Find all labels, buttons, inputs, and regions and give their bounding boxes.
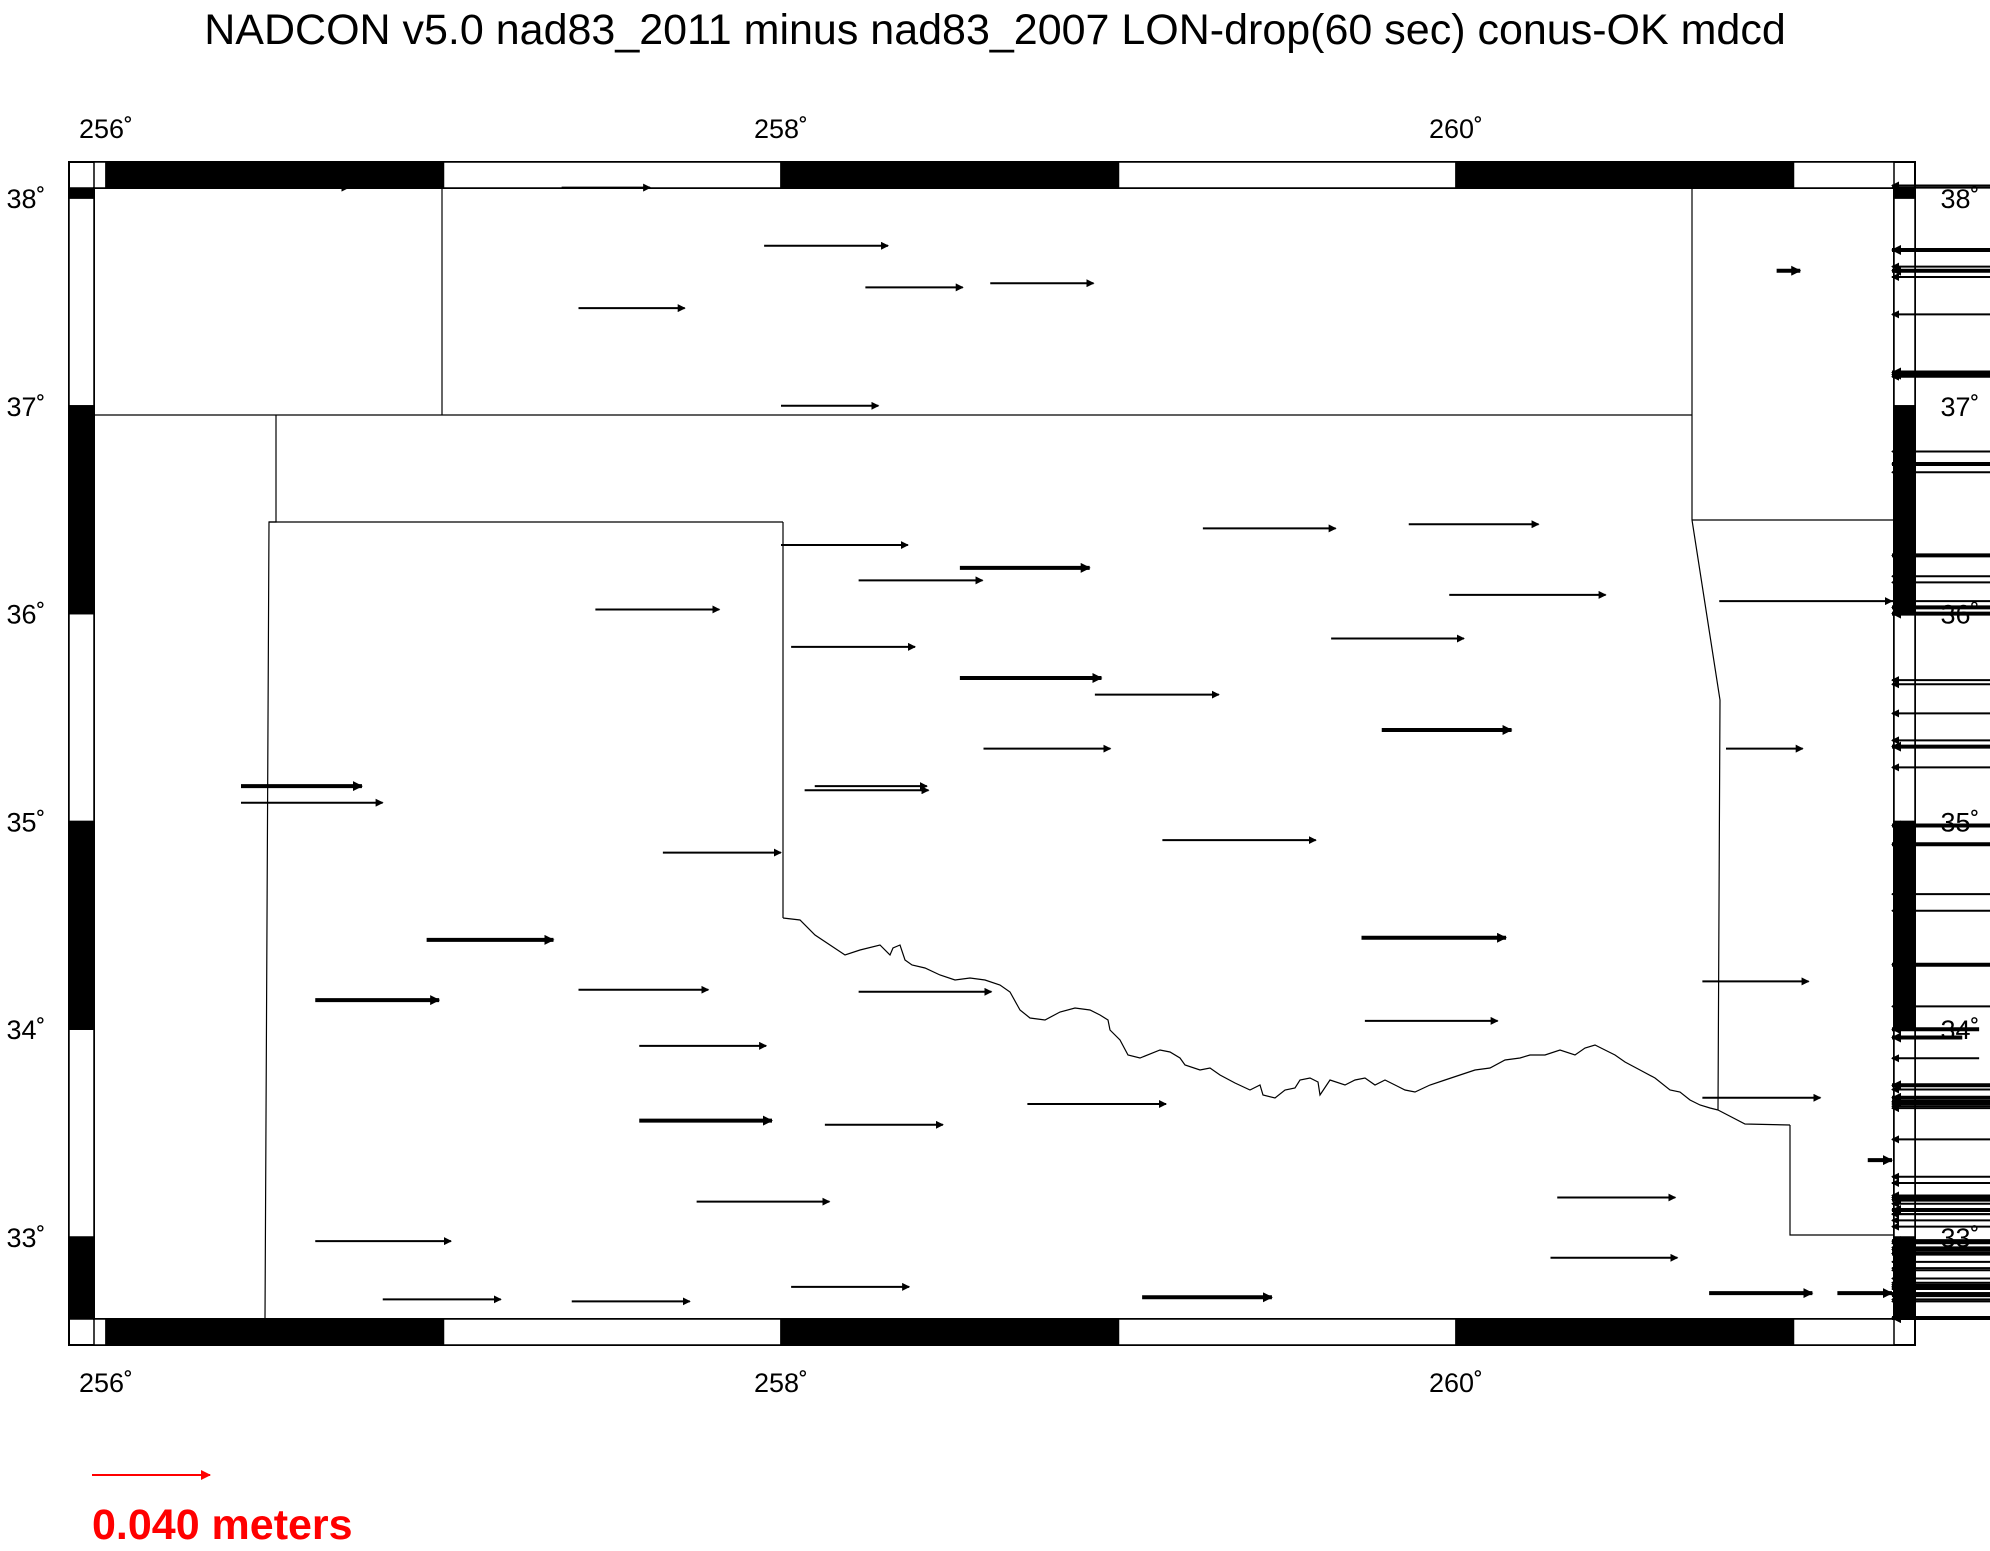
legend-label: 0.040 meters	[92, 1501, 353, 1549]
state-boundaries	[94, 188, 1894, 1320]
frame-bar-top	[442, 161, 782, 189]
frame-bar-left	[68, 405, 95, 615]
frame-bar-left	[68, 1028, 95, 1238]
map-title: NADCON v5.0 nad83_2011 minus nad83_2007 …	[204, 6, 1786, 54]
frame-bar-right	[1893, 187, 1916, 199]
frame-bar-left	[68, 187, 95, 199]
lat-tick-label-left: 38˚	[6, 184, 45, 214]
boundary-panhandle-west	[264, 415, 277, 1320]
frame-bar-bottom	[780, 1318, 1120, 1346]
frame-bar-top	[1455, 161, 1795, 189]
frame-bar-left	[68, 820, 95, 1030]
frame-bar-top	[1117, 161, 1457, 189]
frame-bar-bottom	[93, 1318, 107, 1346]
lon-tick-label-bottom: 256˚	[79, 1368, 133, 1398]
frame-bar-top	[1792, 161, 1895, 189]
boundary-ark-tx	[1717, 1109, 1791, 1126]
frame-bar-bottom	[1455, 1318, 1795, 1346]
lat-tick-label-left: 36˚	[6, 600, 45, 630]
boundary-ar-la	[1789, 1125, 1894, 1236]
lat-tick-label-left: 35˚	[6, 807, 45, 837]
lat-tick-label-left: 37˚	[6, 392, 45, 422]
lon-tick-label-bottom: 260˚	[1429, 1368, 1483, 1398]
frame-bar-left	[68, 197, 95, 407]
lon-tick-label-top: 258˚	[754, 114, 808, 144]
frame-outer	[68, 161, 1916, 1346]
frame-bar-right	[1893, 820, 1916, 1030]
frame-bar-right	[1893, 612, 1916, 823]
frame-bar-top	[105, 161, 445, 189]
boundary-ok-mo	[1691, 188, 1721, 1111]
frame-bar-bottom	[1117, 1318, 1457, 1346]
frame-bar-bottom	[442, 1318, 782, 1346]
lon-tick-label-top: 256˚	[79, 114, 133, 144]
frame-inner	[93, 187, 1895, 1320]
frame-bar-right	[1893, 1028, 1916, 1238]
frame-bar-top	[93, 161, 107, 189]
displacement-vectors	[241, 181, 1990, 1324]
lat-tick-label-right: 37˚	[1940, 392, 1979, 422]
boundary-red-river	[782, 917, 1719, 1111]
frame-bar-bottom	[1792, 1318, 1895, 1346]
frame-bar-left	[68, 612, 95, 823]
lon-tick-label-top: 260˚	[1429, 114, 1483, 144]
lat-tick-label-left: 34˚	[6, 1015, 45, 1045]
frame-bar-bottom	[105, 1318, 445, 1346]
frame-bar-left	[68, 1236, 95, 1320]
lat-tick-label-right: 38˚	[1940, 184, 1979, 214]
lat-tick-label-left: 33˚	[6, 1223, 45, 1253]
lat-tick-label-right: 35˚	[1940, 807, 1979, 837]
frame-bars	[68, 161, 1916, 1346]
lon-tick-label-bottom: 258˚	[754, 1368, 808, 1398]
frame-bar-top	[780, 161, 1120, 189]
